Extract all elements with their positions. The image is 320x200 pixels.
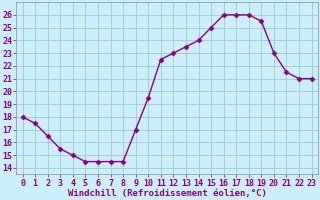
X-axis label: Windchill (Refroidissement éolien,°C): Windchill (Refroidissement éolien,°C) [68, 189, 267, 198]
